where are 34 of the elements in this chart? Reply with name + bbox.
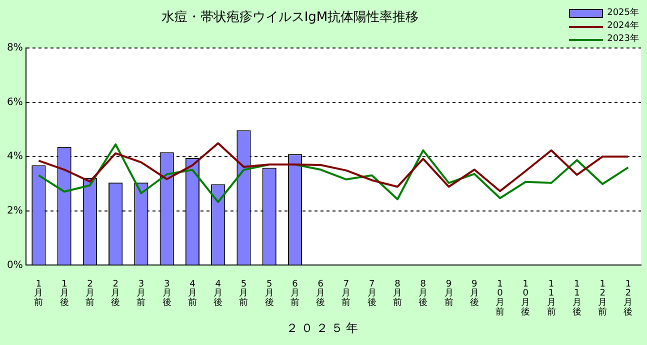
x-tick-label: 12月前 [598,279,608,318]
x-tick-label: 2月後 [111,279,120,308]
x-tick-label: 1月前 [34,279,44,308]
y-tick-label: 8% [6,42,23,54]
x-tick-label: 4月後 [214,279,223,308]
x-tick-label: 2月前 [85,279,94,308]
x-tick-label: 8月後 [418,279,428,308]
x-tick-label: 11月前 [546,279,556,318]
x-tick-label: 9月後 [470,279,479,308]
chart-title: 水痘・帯状疱疹ウイルスIgM抗体陽性率推移 [160,9,420,26]
x-tick-label: 5月前 [239,279,248,308]
x-tick-label: 4月前 [188,279,197,308]
x-tick-label: 1月後 [60,279,69,308]
x-tick-label: 7月後 [367,279,376,308]
x-tick-label: 5月後 [264,279,274,308]
x-tick-label: 12月後 [624,279,633,318]
x-tick-label: 6月前 [290,279,300,308]
x-tick-label: 6月後 [316,279,326,308]
x-axis-title: ２０２５年 [285,320,362,337]
legend-label: 2023年 [607,33,639,46]
y-tick-label: 4% [6,151,23,162]
x-tick-label: 10月前 [496,279,505,318]
x-tick-label: 3月後 [162,279,172,308]
y-tick-label: 0% [6,260,23,271]
x-tick-label: 9月前 [444,279,454,308]
legend-label: 2025年 [607,7,639,20]
x-tick-label: 7月前 [342,279,351,308]
x-tick-label: 8月前 [393,279,402,308]
y-tick-label: 6% [6,96,23,108]
legend-label: 2024年 [607,20,639,33]
y-tick-label: 2% [6,205,23,216]
x-tick-label: 10月後 [521,279,530,318]
x-tick-label: 11月後 [572,279,582,318]
x-tick-label: 3月前 [136,279,146,308]
